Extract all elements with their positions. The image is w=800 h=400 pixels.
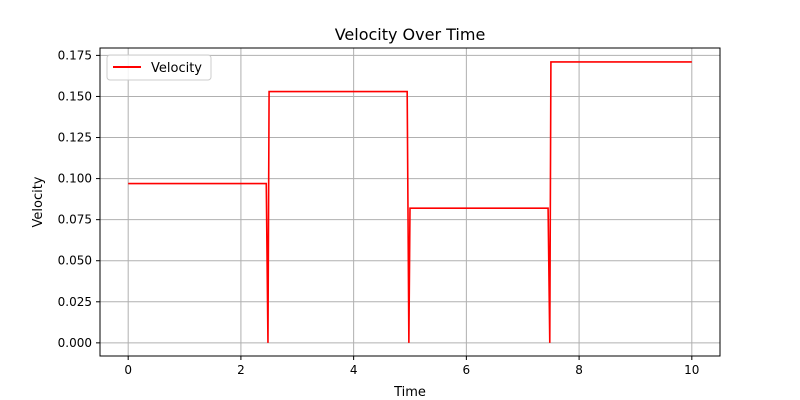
x-tick-label: 4 bbox=[350, 363, 358, 377]
x-tick-label: 2 bbox=[237, 363, 245, 377]
y-tick-label: 0.025 bbox=[58, 295, 92, 309]
y-tick-label: 0.000 bbox=[58, 336, 92, 350]
y-tick-label: 0.150 bbox=[58, 89, 92, 103]
chart-title: Velocity Over Time bbox=[335, 25, 486, 44]
y-tick-label: 0.050 bbox=[58, 254, 92, 268]
x-tick-label: 0 bbox=[124, 363, 132, 377]
legend-label: Velocity bbox=[151, 61, 202, 76]
x-tick-label: 8 bbox=[575, 363, 583, 377]
legend-box bbox=[106, 54, 212, 81]
y-axis-ticks: 0.000 0.025 0.050 0.075 0.100 0.125 0.150 0.175 bbox=[58, 48, 100, 350]
legend: Velocity bbox=[106, 54, 212, 81]
plot-frame bbox=[99, 47, 721, 357]
y-tick-label: 0.075 bbox=[58, 213, 92, 227]
x-tick-label: 6 bbox=[463, 363, 471, 377]
x-axis-ticks: 0 2 4 6 8 10 bbox=[124, 356, 699, 377]
y-axis-label: Velocity bbox=[31, 176, 46, 227]
y-tick-label: 0.125 bbox=[58, 131, 92, 145]
x-tick-label: 10 bbox=[684, 363, 699, 377]
y-tick-label: 0.100 bbox=[58, 172, 92, 186]
series-line-velocity bbox=[128, 61, 692, 343]
x-axis-label: Time bbox=[393, 385, 426, 400]
y-tick-label: 0.175 bbox=[58, 48, 92, 62]
series-layer bbox=[128, 61, 692, 343]
